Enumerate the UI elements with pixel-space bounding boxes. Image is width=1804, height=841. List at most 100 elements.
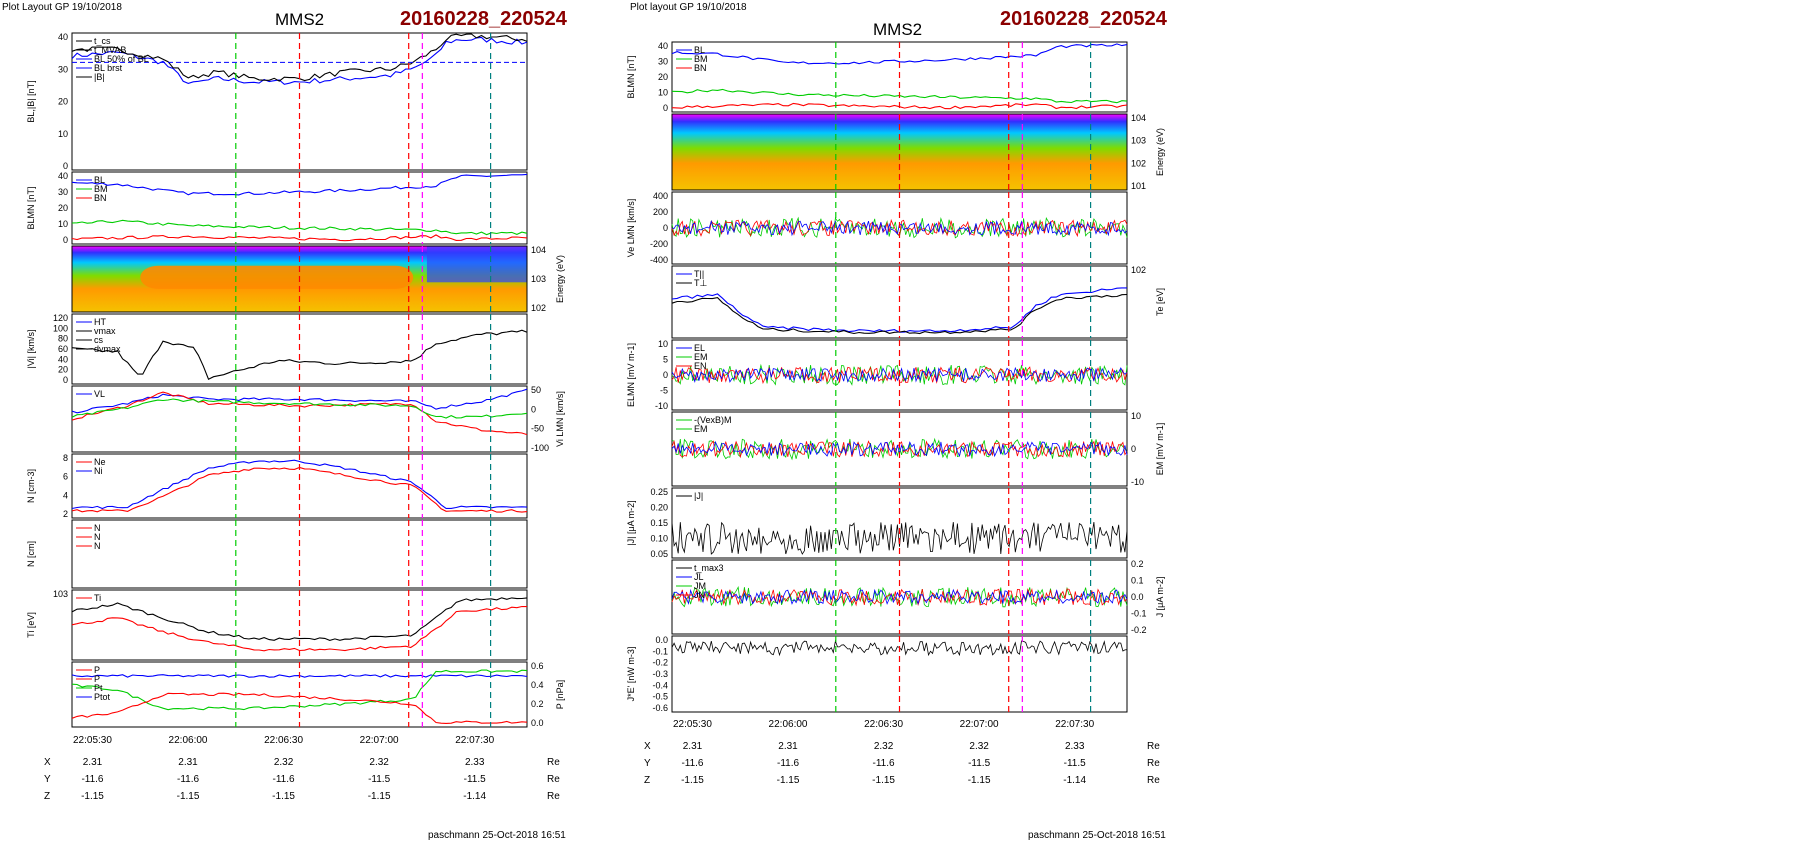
y-tick-label-R3-3: -200: [650, 239, 668, 249]
legend-label-L1-0: t_cs: [94, 36, 111, 46]
y-tick-label-R1-1: 30: [658, 57, 668, 67]
y-tick-label-L8-0: 103: [53, 589, 68, 599]
legend-label-R1-1: BM: [694, 54, 708, 64]
ephemeris-unit-left-2: Re: [547, 791, 560, 802]
y-tick-label-L3-1: 103: [531, 274, 546, 284]
y-tick-label-L4-5: 20: [58, 365, 68, 375]
series-line-L2-1: [71, 219, 528, 236]
time-tick-label-left-0: 22:05:30: [73, 735, 112, 746]
y-axis-label-L1: BL,|B| [nT]: [26, 80, 36, 122]
legend-label-L6-0: Ne: [94, 457, 106, 467]
y-tick-label-R5-4: -10: [655, 401, 668, 411]
y-tick-label-R9-1: -0.1: [652, 646, 668, 656]
series-line-L8-0: [71, 597, 528, 641]
y-tick-label-R3-0: 400: [653, 191, 668, 201]
legend-label-R8-0: t_max3: [694, 563, 724, 573]
y-tick-label-R7-2: 0.15: [650, 518, 668, 528]
time-tick-label-left-4: 22:07:30: [455, 735, 494, 746]
legend-label-L7-2: N: [94, 541, 101, 551]
time-tick-label-right-3: 22:07:00: [960, 719, 999, 730]
legend-label-R6-0: -(VexB)M: [694, 415, 732, 425]
y-tick-label-R2-1: 103: [1131, 136, 1146, 146]
ephemeris-coord-left-0: X: [44, 757, 51, 768]
ephemeris-value-right-0-0: 2.31: [683, 741, 703, 752]
time-tick-label-right-2: 22:06:30: [864, 719, 903, 730]
y-tick-label-L5-0: 50: [531, 385, 541, 395]
ephemeris-value-right-1-4: -11.5: [1064, 758, 1086, 769]
y-tick-label-L4-0: 120: [53, 313, 68, 323]
ephemeris-value-right-2-0: -1.15: [681, 775, 704, 786]
time-tick-label-right-1: 22:06:00: [769, 719, 808, 730]
y-tick-label-L9-0: 0.6: [531, 661, 544, 671]
y-tick-label-L1-4: 0: [63, 161, 68, 171]
ephemeris-value-left-0-2: 2.32: [274, 757, 294, 768]
y-tick-label-R8-0: 0.2: [1131, 559, 1144, 569]
y-axis-label-L6: N [cm-3]: [26, 469, 36, 503]
legend-label-R7-0: |J|: [694, 491, 703, 501]
ephemeris-value-left-2-2: -1.15: [272, 791, 295, 802]
ephemeris-coord-right-2: Z: [644, 775, 650, 786]
ephemeris-value-right-2-2: -1.15: [872, 775, 895, 786]
y-tick-label-L6-3: 2: [63, 509, 68, 519]
y-tick-label-L2-3: 10: [58, 219, 68, 229]
time-tick-label-left-3: 22:07:00: [360, 735, 399, 746]
right-spacecraft-title: MMS2: [873, 20, 922, 39]
y-tick-label-L9-3: 0.0: [531, 718, 544, 728]
y-axis-label-R1: BLMN [nT]: [626, 55, 636, 98]
ephemeris-value-right-1-3: -11.5: [968, 758, 990, 769]
ephemeris-value-right-2-1: -1.15: [777, 775, 800, 786]
y-tick-label-R9-3: -0.3: [652, 669, 668, 679]
legend-label-L7-1: N: [94, 532, 101, 542]
y-tick-label-L1-3: 10: [58, 129, 68, 139]
right-header: Plot layout GP 19/10/2018: [630, 2, 747, 13]
y-tick-label-L1-1: 30: [58, 64, 68, 74]
y-tick-label-R5-3: -5: [660, 386, 668, 396]
y-tick-label-R7-0: 0.25: [650, 487, 668, 497]
legend-label-L4-2: cs: [94, 335, 104, 345]
legend-label-L9-0: P: [94, 665, 100, 675]
left-footer: paschmann 25-Oct-2018 16:51: [428, 830, 566, 841]
ephemeris-value-left-1-3: -11.5: [368, 774, 390, 785]
legend-label-L4-1: vmax: [94, 326, 116, 336]
ephemeris-value-right-1-2: -11.6: [873, 758, 895, 769]
y-tick-label-R6-2: -10: [1131, 477, 1144, 487]
right-footer: paschmann 25-Oct-2018 16:51: [1028, 830, 1166, 841]
legend-label-R1-2: BN: [694, 63, 707, 73]
y-tick-label-L5-1: 0: [531, 404, 536, 414]
ephemeris-value-right-2-3: -1.15: [968, 775, 991, 786]
ephemeris-value-left-0-0: 2.31: [83, 757, 103, 768]
y-axis-label-R8: J [μA m-2]: [1155, 577, 1165, 618]
y-tick-label-L4-1: 100: [53, 323, 68, 333]
ephemeris-value-left-1-1: -11.6: [177, 774, 199, 785]
series-line-L2-0: [71, 173, 528, 196]
y-tick-label-R7-1: 0.20: [650, 503, 668, 513]
legend-label-L2-0: BL: [94, 175, 105, 185]
y-tick-label-R4-0: 102: [1131, 265, 1146, 275]
y-axis-label-L2: BLMN [nT]: [26, 186, 36, 229]
legend-label-R5-0: EL: [694, 343, 705, 353]
legend-label-L9-2: Pt: [94, 683, 103, 693]
ephemeris-value-left-0-3: 2.32: [369, 757, 389, 768]
y-tick-label-R3-1: 200: [653, 207, 668, 217]
ephemeris-unit-right-1: Re: [1147, 758, 1160, 769]
heatmap-cold-region-L3: [426, 246, 527, 283]
ephemeris-value-left-2-4: -1.14: [463, 791, 486, 802]
y-tick-label-L3-2: 102: [531, 303, 546, 313]
y-tick-label-L6-0: 8: [63, 453, 68, 463]
series-line-L6-1: [71, 459, 528, 510]
y-tick-label-R1-4: 0: [663, 103, 668, 113]
right-event-id: 20160228_220524: [1000, 8, 1168, 30]
legend-label-R6-1: EM: [694, 424, 708, 434]
y-tick-label-R8-3: -0.1: [1131, 609, 1147, 619]
y-tick-label-R9-2: -0.2: [652, 658, 668, 668]
y-axis-label-R2: Energy (eV): [1155, 128, 1165, 176]
y-tick-label-L6-2: 4: [63, 490, 68, 500]
y-axis-label-L5: Vi LMN [km/s]: [555, 391, 565, 447]
series-line-L2-2: [71, 234, 528, 242]
y-axis-label-R3: Ve LMN [km/s]: [626, 199, 636, 258]
ephemeris-value-left-0-4: 2.33: [465, 757, 485, 768]
y-tick-label-R1-2: 20: [658, 72, 668, 82]
y-tick-label-L3-0: 104: [531, 245, 546, 255]
legend-label-L5-0: VL: [94, 389, 105, 399]
ephemeris-unit-left-1: Re: [547, 774, 560, 785]
